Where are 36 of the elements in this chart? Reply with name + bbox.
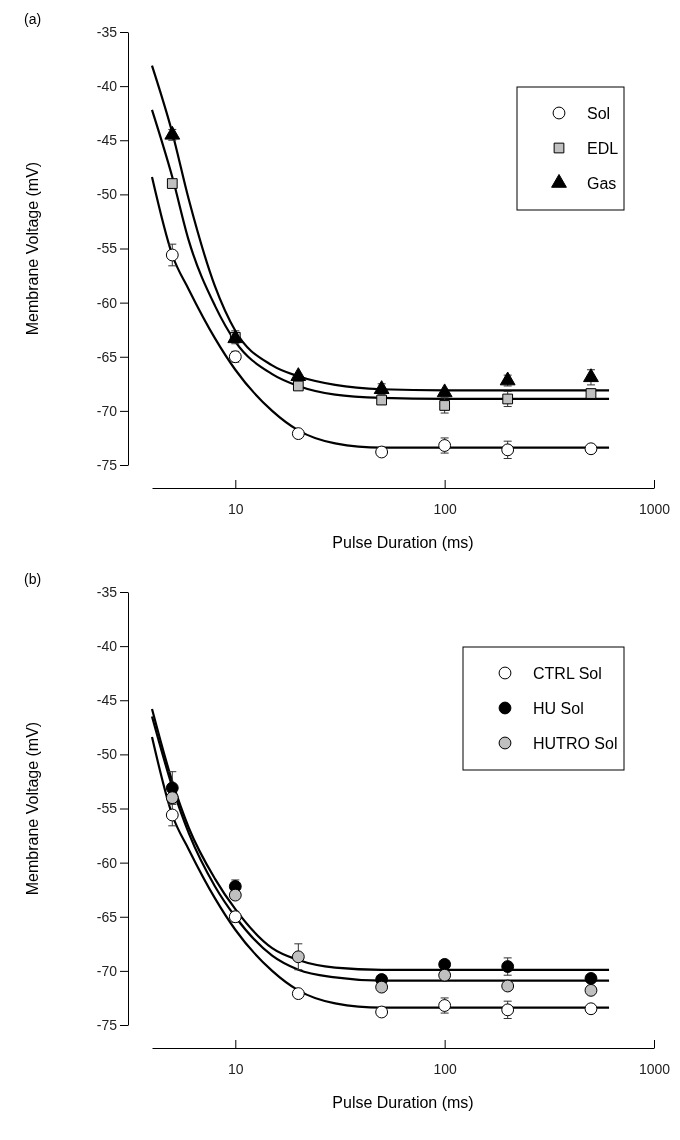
y-tick-label: -55: [96, 800, 118, 817]
y-tick-label: -60: [96, 854, 118, 871]
x-tick-label: 1000: [638, 1060, 671, 1077]
y-tick-label: -45: [96, 132, 118, 149]
y-tick-label: -45: [96, 692, 118, 709]
y-tick-label: -35: [96, 583, 118, 600]
y-tick-label: -65: [96, 348, 118, 365]
y-tick-label: -40: [96, 78, 118, 95]
y-tick-label: -50: [96, 746, 118, 763]
x-axis-title: Pulse Duration (ms): [332, 534, 474, 551]
y-tick-label: -75: [96, 456, 118, 473]
y-tick-label: -70: [96, 962, 118, 979]
legend-label: Sol: [587, 104, 611, 122]
legend-label: CTRL Sol: [533, 664, 602, 682]
y-axis-title: Membrane Voltage (mV): [24, 161, 41, 336]
x-tick-label: 10: [228, 1060, 244, 1077]
legend-label: HUTRO Sol: [533, 734, 618, 752]
legend-label: Gas: [587, 174, 617, 192]
x-tick-label: 1000: [638, 500, 671, 517]
y-tick-label: -65: [96, 908, 118, 925]
text: (b): [24, 571, 42, 587]
y-tick-label: -75: [96, 1016, 118, 1033]
y-tick-label: -55: [96, 240, 118, 257]
y-tick-label: -60: [96, 294, 118, 311]
text: (a): [24, 11, 42, 27]
legend-label: EDL: [587, 139, 619, 157]
y-tick-label: -35: [96, 23, 118, 40]
y-tick-label: -50: [96, 186, 118, 203]
x-tick-label: 100: [433, 1060, 458, 1077]
legend-label: HU Sol: [533, 699, 584, 717]
x-tick-label: 10: [228, 500, 244, 517]
y-tick-label: -70: [96, 402, 118, 419]
y-tick-label: -40: [96, 638, 118, 655]
x-axis-title: Pulse Duration (ms): [332, 1094, 474, 1111]
y-axis-title: Membrane Voltage (mV): [24, 721, 41, 896]
x-tick-label: 100: [433, 500, 458, 517]
